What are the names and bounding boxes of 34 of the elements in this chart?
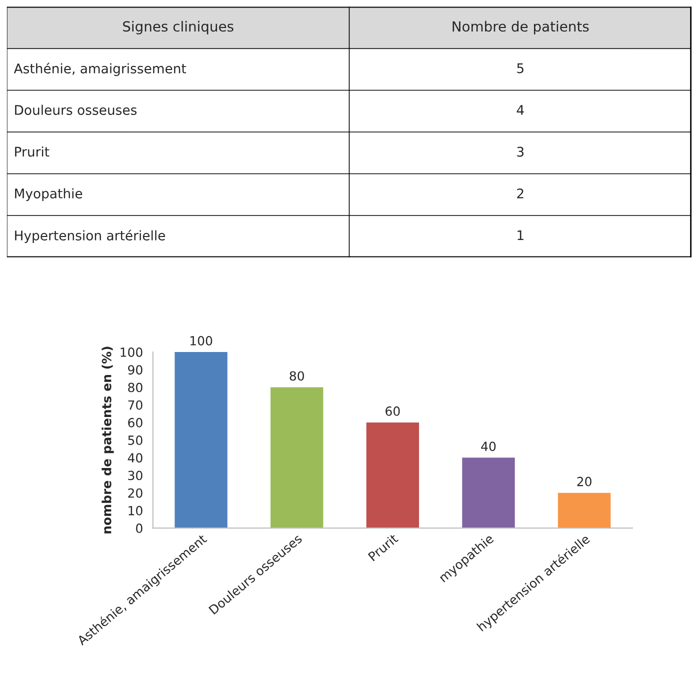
text: Signes cliniques (123, 20, 234, 34)
y-tick-label: 80 (128, 382, 142, 392)
y-tick-label: 90 (128, 365, 142, 375)
y-tick-label: 60 (128, 418, 142, 428)
data-label: 2 (517, 188, 524, 198)
y-tick-label: 30 (128, 470, 142, 480)
data-label: 1 (518, 230, 524, 240)
y-tick-label: 40 (128, 453, 142, 463)
y-tick-label: 10 (128, 506, 142, 516)
category-label: Asthénie, amaigrissement (14, 62, 186, 76)
category-label: Douleurs osseuses (15, 104, 137, 115)
data-label: 60 (386, 406, 400, 416)
y-tick-label: 70 (128, 400, 142, 410)
bar (366, 422, 420, 528)
y-axis-title: nombre de patients en (%) (102, 346, 114, 534)
category-label: Myopathie (15, 188, 82, 202)
y-tick-label: 50 (128, 436, 142, 445)
category-label: Hypertension artérielle (15, 230, 166, 244)
bar (174, 352, 228, 528)
bar (270, 387, 324, 528)
data-label: 40 (481, 442, 496, 452)
bar (462, 458, 515, 528)
y-tick-label: 100 (120, 348, 142, 357)
data-label: 80 (290, 371, 304, 381)
data-label: 3 (517, 146, 524, 157)
data-label: 4 (516, 105, 524, 115)
bar (558, 492, 611, 528)
data-label: 5 (517, 63, 524, 74)
category-label: Prurit (15, 146, 50, 157)
data-label: 20 (577, 476, 592, 486)
y-tick-label: 20 (128, 488, 142, 498)
data-label: 100 (190, 336, 212, 346)
text: Nombre de patients (452, 20, 589, 34)
y-tick-label: 0 (136, 524, 142, 533)
